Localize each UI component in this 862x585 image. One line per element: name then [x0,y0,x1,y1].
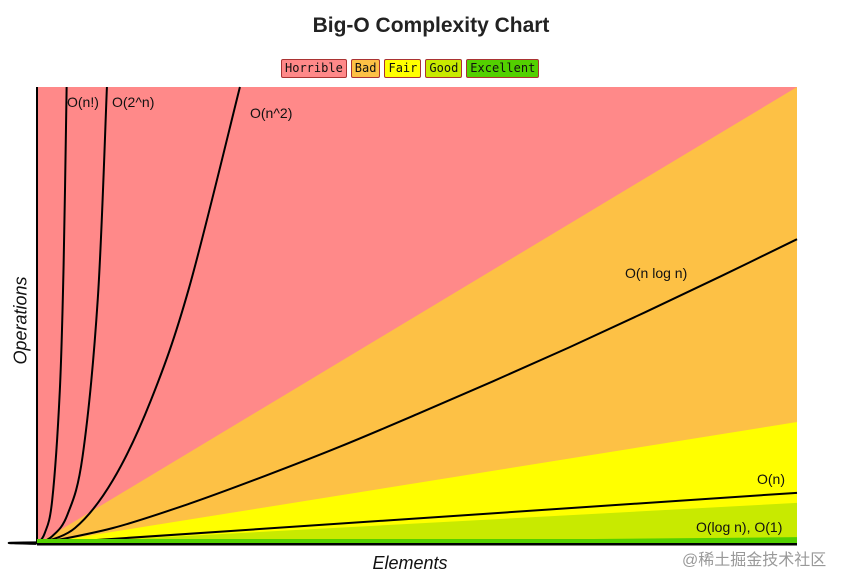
x-axis-label: Elements [372,553,448,573]
region-good [37,502,797,544]
series-o-n-2-line [36,86,241,545]
legend-item-good: Good [425,59,463,78]
series-o-log-n-o-1-label: O(log n), O(1) [696,519,782,535]
series-o-n-label: O(n!) [67,94,99,110]
series-o-n-log-n-line [36,238,798,545]
legend-item-horrible: Horrible [281,59,347,78]
y-axis-label: Operations [10,276,31,365]
legend: Horrible Bad Fair Good Excellent [281,59,540,78]
series-o-n-line [36,491,798,545]
excellent-band [37,539,797,543]
legend-item-fair: Fair [384,59,422,78]
chart-title: Big-O Complexity Chart [312,14,550,37]
legend-item-bad: Bad [350,59,381,78]
legend-item-excellent: Excellent [466,59,540,78]
series-o-n-line [36,86,68,545]
series-o-2-n-line [36,86,108,545]
series-o-n-log-n-label: O(n log n) [625,265,687,281]
series-o-n-label: O(n) [757,471,785,487]
region-bad [37,87,797,544]
watermark: @稀土掘金技术社区 [682,552,827,569]
series-o-n-2-label: O(n^2) [250,105,292,121]
series-o-2-n-label: O(2^n) [112,94,154,110]
